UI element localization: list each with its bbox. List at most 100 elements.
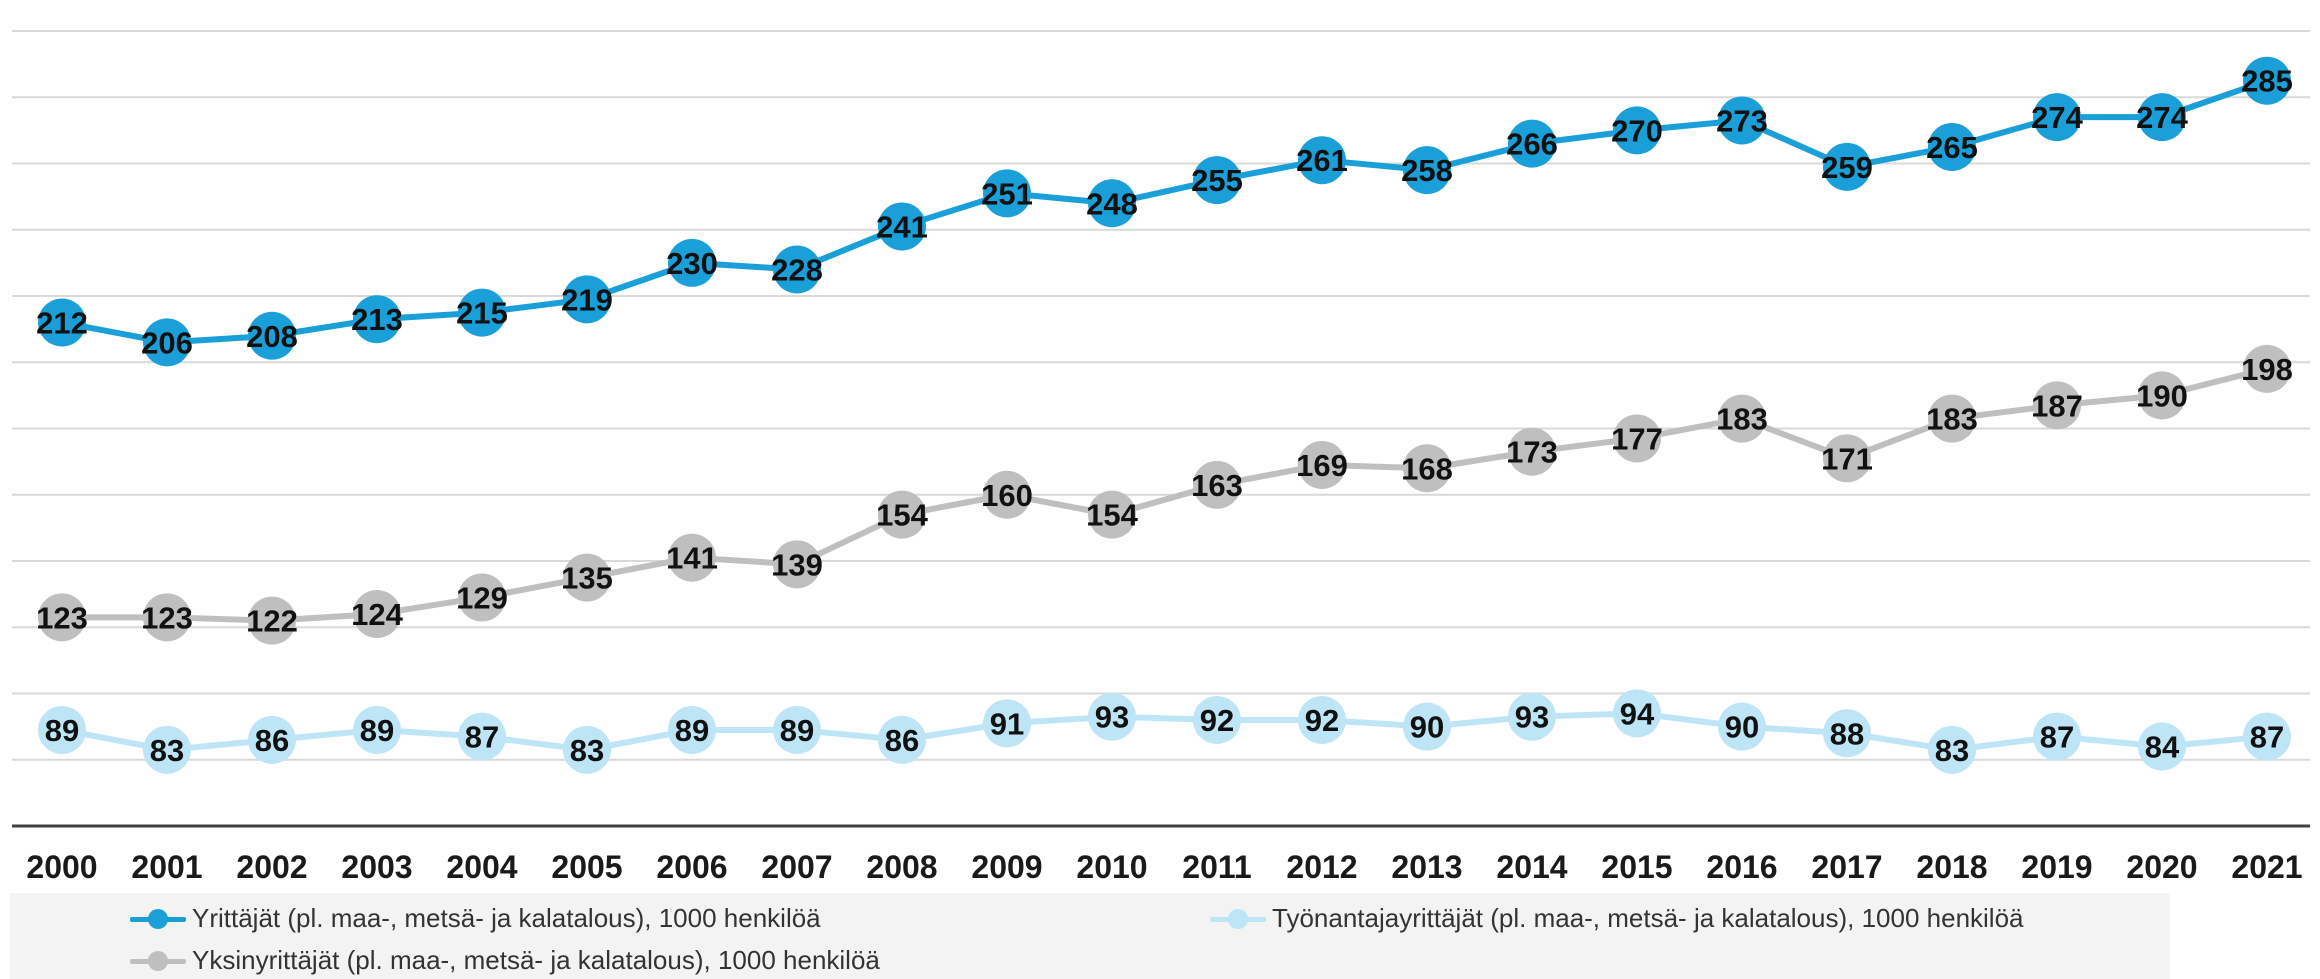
data-label: 154	[876, 498, 928, 533]
x-tick-label: 2004	[446, 849, 517, 885]
x-tick-label: 2010	[1076, 849, 1147, 885]
data-label: 259	[1821, 150, 1873, 185]
data-label: 89	[45, 713, 79, 748]
data-point	[1088, 692, 1136, 741]
data-point	[1508, 692, 1556, 741]
data-label: 87	[2250, 720, 2284, 755]
data-point	[2033, 93, 2081, 142]
data-label: 83	[1935, 733, 1969, 768]
series-line-1	[62, 365, 2268, 624]
data-label: 91	[990, 706, 1024, 741]
data-label: 261	[1296, 143, 1348, 178]
data-label: 89	[675, 713, 709, 748]
data-label: 190	[2136, 378, 2188, 413]
data-label: 87	[465, 720, 499, 755]
data-label: 266	[1506, 127, 1558, 162]
legend-swatch-yrittajat	[130, 908, 186, 929]
data-point	[773, 540, 821, 589]
legend-label-yksinyrittajat: Yksinyrittäjät (pl. maa-, metsä- ja kala…	[192, 945, 880, 975]
data-point	[773, 705, 821, 754]
data-label: 251	[981, 176, 1033, 211]
data-point	[458, 288, 506, 337]
data-point	[2138, 93, 2186, 142]
data-label: 169	[1296, 448, 1348, 483]
series-line-2	[61, 710, 2268, 753]
x-axis-tick-labels: 2000 2001 2002 2003 2004 2005 2006 2007 2008 2009…	[26, 849, 2302, 885]
data-label: 90	[1725, 710, 1759, 745]
x-tick-label: 2007	[761, 849, 832, 885]
data-label: 285	[2241, 64, 2293, 99]
data-label: 87	[2040, 720, 2074, 755]
legend-item-yrittajat: Yrittäjät (pl. maa-, metsä- ja kalatalou…	[130, 903, 821, 934]
data-point	[143, 725, 191, 774]
data-point	[1718, 96, 1766, 145]
data-point	[563, 553, 611, 602]
data-label: 274	[2031, 100, 2083, 135]
x-tick-label: 2017	[1811, 849, 1882, 885]
data-point	[1298, 696, 1346, 744]
data-point	[2243, 56, 2291, 105]
data-point	[668, 705, 716, 754]
data-point	[1508, 427, 1556, 476]
data-label: 270	[1611, 113, 1663, 148]
x-tick-label: 2011	[1182, 849, 1251, 885]
data-point	[878, 715, 926, 764]
data-label: 274	[2136, 100, 2188, 135]
x-tick-label: 2021	[2231, 849, 2302, 885]
data-label: 129	[456, 580, 508, 615]
data-label: 84	[2145, 730, 2180, 765]
data-label: 124	[351, 597, 403, 632]
data-point	[983, 699, 1031, 748]
data-label: 93	[1095, 700, 1129, 735]
data-label: 215	[456, 296, 508, 331]
data-label: 198	[2241, 352, 2293, 387]
data-label: 213	[351, 302, 403, 337]
data-label: 141	[666, 541, 718, 576]
data-point	[1613, 689, 1661, 738]
data-label: 255	[1191, 163, 1243, 198]
data-label: 212	[36, 306, 88, 341]
data-point	[248, 311, 296, 360]
data-point	[1403, 702, 1451, 751]
data-point	[563, 275, 611, 324]
x-tick-label: 2009	[971, 849, 1042, 885]
data-label: 183	[1926, 402, 1978, 437]
x-tick-label: 2003	[341, 849, 412, 885]
data-label: 183	[1716, 402, 1768, 437]
data-label: 187	[2031, 388, 2083, 423]
data-point	[1193, 460, 1241, 509]
legend-swatch-dot	[148, 908, 168, 929]
data-label: 122	[246, 604, 298, 639]
data-point	[38, 298, 86, 347]
data-point	[2138, 722, 2186, 771]
data-label: 160	[981, 478, 1033, 513]
x-tick-label: 2001	[131, 849, 202, 885]
data-label: 135	[561, 561, 613, 596]
x-tick-label: 2000	[26, 849, 97, 885]
data-point	[143, 318, 191, 367]
data-label: 123	[36, 600, 88, 635]
data-point	[1823, 142, 1871, 191]
data-label: 83	[570, 733, 604, 768]
data-label: 89	[360, 713, 394, 748]
series-line-0	[61, 77, 2268, 346]
legend-swatch-dot	[148, 950, 168, 971]
data-point	[458, 573, 506, 622]
legend-item-yksinyrittajat: Yksinyrittäjät (pl. maa-, metsä- ja kala…	[130, 945, 880, 976]
data-point	[1823, 434, 1871, 483]
data-label: 90	[1410, 710, 1444, 745]
series-markers	[38, 56, 2291, 774]
legend-label-yrittajat: Yrittäjät (pl. maa-, metsä- ja kalatalou…	[192, 903, 821, 933]
data-label: 93	[1515, 700, 1549, 735]
data-point	[668, 533, 716, 582]
data-point	[353, 590, 401, 638]
series-lines	[61, 77, 2268, 753]
legend-swatch-dot	[1228, 908, 1248, 929]
data-label: 83	[150, 733, 184, 768]
legend-label-tyonantajayrittajat: Työnantajayrittäjät (pl. maa-, metsä- ja…	[1272, 903, 2024, 933]
x-tick-label: 2014	[1496, 849, 1567, 885]
x-tick-label: 2002	[236, 849, 307, 885]
data-label: 177	[1611, 421, 1663, 456]
data-label: 163	[1191, 468, 1243, 503]
data-point	[2243, 712, 2291, 761]
